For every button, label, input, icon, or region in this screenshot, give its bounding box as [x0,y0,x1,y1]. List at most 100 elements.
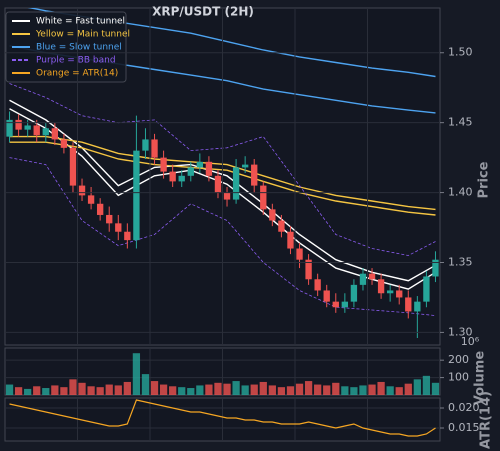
candle-body [60,139,68,148]
volume-bar [413,379,421,395]
candle-body [323,290,330,302]
candle-body [359,273,367,285]
candle-body [115,223,122,232]
volume-bar [14,387,23,395]
volume-bar [286,386,295,395]
candle-body [15,119,22,130]
atr-axis-label: ATR(14) [479,391,494,449]
candle-body [205,161,213,176]
volume-bar [24,388,32,395]
candle-body [51,128,59,140]
legend-label: Blue = Slow tunnel [36,43,122,53]
volume-bar [141,374,150,395]
candle-body [368,273,376,280]
volume-bar [159,384,168,395]
candle-body [241,164,249,168]
candle-body [350,284,358,302]
volume-bar [223,383,231,395]
volume-bar [422,375,431,395]
candle-body [6,119,13,137]
y-tick-label: 1.30 [448,325,473,338]
volume-bar [123,381,131,395]
candle-body [33,125,40,136]
volume-bar [350,387,358,395]
y-tick-label: 200 [448,353,469,366]
y-tick-label: 1.40 [448,186,473,199]
candle-body [260,185,267,210]
volume-bar [132,353,141,395]
candle-body [160,157,167,172]
volume-bar [295,383,304,395]
volume-bar [268,385,276,395]
candle-body [414,301,421,312]
candle-body [232,167,240,200]
legend-label: Orange = ATR(14) [36,69,118,79]
candle-body [124,231,131,241]
volume-bar [205,384,213,395]
volume-bar [304,381,313,395]
candle-body [223,192,231,200]
y-tick-label: 1.35 [448,255,473,268]
candle-body [24,125,31,130]
volume-bar [277,387,286,395]
candle-body [142,139,149,151]
volume-bar [431,382,440,395]
volume-bar [178,387,186,395]
y-tick-label: 1.45 [448,116,473,129]
candle-body [87,195,95,204]
candle-body [251,164,258,186]
volume-bar [386,386,394,395]
indicator-line [9,157,436,316]
y-tick-label: 100 [448,371,469,384]
chart-title: XRP/USDT (2H) [152,5,254,19]
volume-bar [395,387,403,395]
volume-bar [259,381,267,395]
volume-bar [51,385,59,395]
legend-label: Yellow = Main tunnel [35,30,130,40]
volume-bar [323,385,331,395]
candle-body [278,220,285,232]
candle-body [178,175,185,182]
volume-bar [5,384,14,395]
volume-bar [214,382,222,395]
volume-bar [368,384,376,395]
candle-body [296,248,303,260]
legend-label: Purple = BB band [36,56,116,66]
volume-bar [196,385,204,395]
volume-bar [241,385,249,395]
candle-body [332,301,339,308]
volume-bar [250,384,258,395]
indicator-line [9,83,436,256]
candle-body [269,209,276,221]
candle-body [405,297,412,312]
candle-body [377,279,385,294]
candle-body [133,150,140,241]
volume-bar [150,381,159,395]
candle-body [96,203,104,215]
candle-body [187,167,194,176]
y-axis-label: Price [477,161,492,198]
candle-body [106,214,113,224]
candle-body [196,161,204,168]
candle-body [305,259,312,280]
volume-bar [332,382,340,395]
candle-body [386,290,394,294]
candle-body [151,139,158,158]
volume-bar [232,381,240,395]
y-tick-label: 0.020 [448,401,480,414]
candle-body [341,301,349,308]
candle-body [169,171,176,182]
candle-body [214,175,222,193]
indicator-line [9,141,436,216]
indicator-line [9,135,436,211]
candle-body [423,276,430,302]
price-plot [6,8,439,339]
volume-bar [105,384,113,395]
volume-bar [78,382,86,395]
volume-bar [341,386,349,395]
candle-body [314,279,321,291]
volume-bar [87,386,95,395]
volume-bar [314,384,322,395]
candle-body [69,147,77,186]
